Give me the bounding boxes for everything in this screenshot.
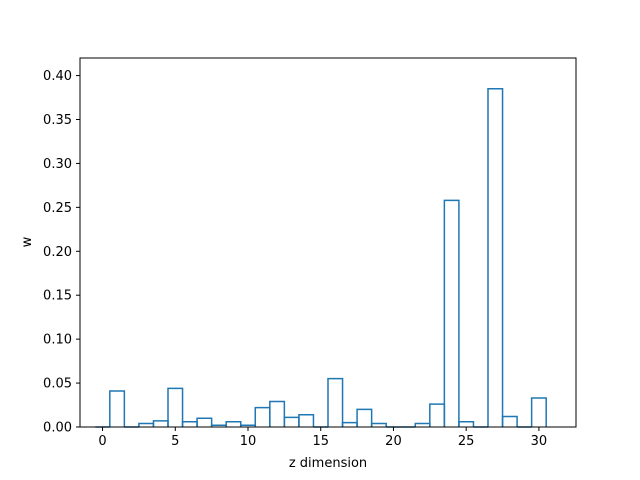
histogram-bar bbox=[225, 420, 242, 427]
x-tick-label: 30 bbox=[531, 434, 548, 449]
histogram-bar bbox=[298, 413, 315, 427]
x-tick-label: 20 bbox=[385, 434, 402, 449]
y-tick-label: 0.15 bbox=[43, 289, 72, 304]
y-axis-label: w bbox=[20, 236, 35, 247]
histogram-bar bbox=[269, 400, 286, 427]
plot-frame bbox=[79, 57, 577, 428]
y-tick-label: 0.30 bbox=[43, 157, 72, 172]
y-tick-label: 0.25 bbox=[43, 201, 72, 216]
histogram-bar bbox=[530, 397, 547, 427]
y-tick-label: 0.05 bbox=[43, 377, 72, 392]
histogram-bar bbox=[356, 408, 373, 427]
x-tick-label: 0 bbox=[98, 434, 106, 449]
x-tick-label: 15 bbox=[312, 434, 329, 449]
histogram-bar bbox=[167, 387, 184, 427]
y-tick-label: 0.00 bbox=[43, 421, 72, 436]
y-axis-ticks: 0.00 0.05 0.10 0.15 0.20 0.25 0.30 0.35 0.40 bbox=[43, 69, 80, 436]
histogram-bar bbox=[443, 199, 460, 427]
x-tick-label: 25 bbox=[458, 434, 475, 449]
histogram-bar bbox=[487, 88, 504, 427]
y-tick-label: 0.40 bbox=[43, 69, 72, 84]
histogram-bar bbox=[501, 415, 518, 427]
histogram-bar bbox=[458, 420, 475, 427]
histogram-bar bbox=[196, 417, 213, 427]
y-tick-label: 0.35 bbox=[43, 113, 72, 128]
histogram-bar bbox=[327, 377, 344, 427]
histogram-bar bbox=[109, 390, 126, 427]
histogram-bar bbox=[370, 422, 387, 427]
x-axis-ticks: 0 5 10 15 20 25 30 bbox=[98, 427, 547, 449]
y-tick-label: 0.10 bbox=[43, 333, 72, 348]
y-tick-label: 0.20 bbox=[43, 245, 72, 260]
x-axis-label: z dimension bbox=[289, 456, 367, 471]
x-tick-label: 10 bbox=[240, 434, 257, 449]
x-tick-label: 5 bbox=[171, 434, 179, 449]
